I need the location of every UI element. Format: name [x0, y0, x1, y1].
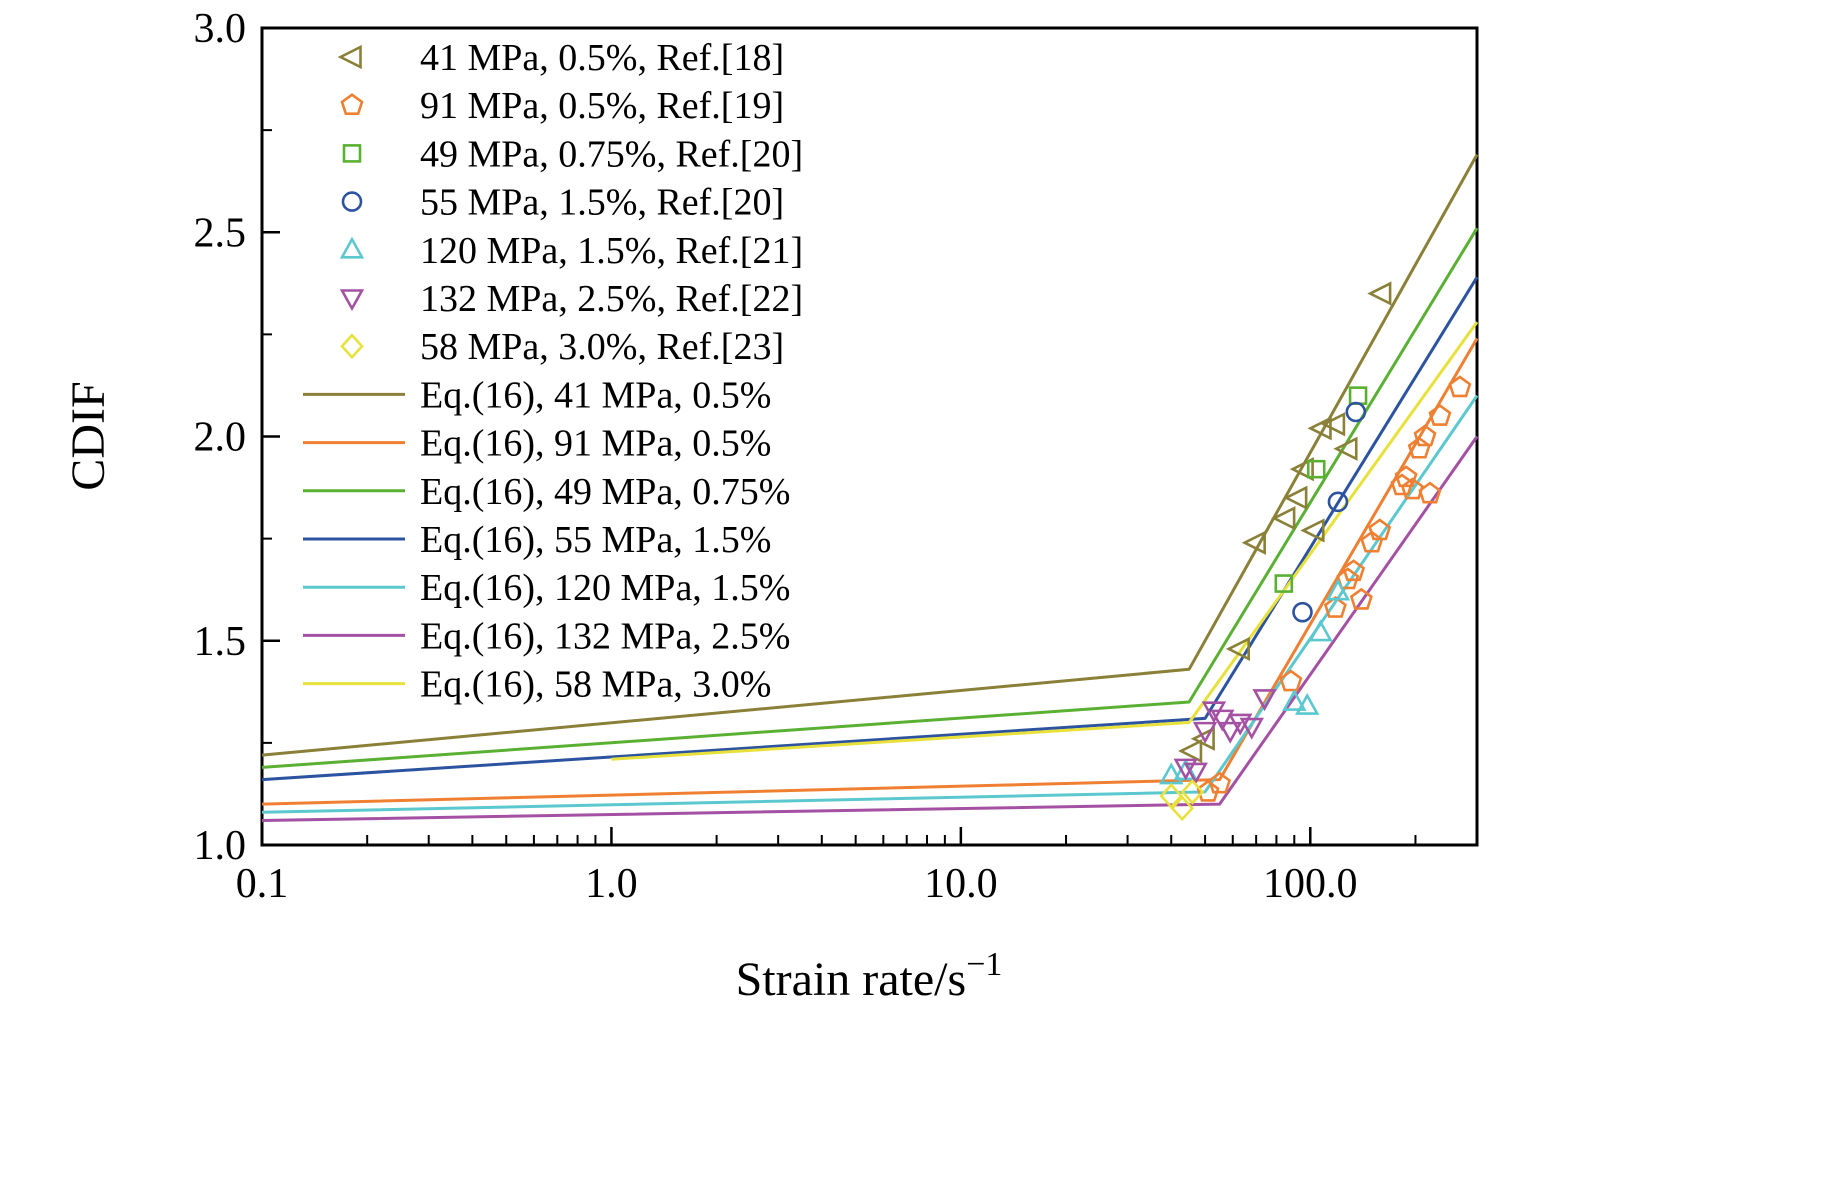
marker-pentagon — [1394, 465, 1418, 488]
legend-label-120-mpa-1-5-ref-21: 120 MPa, 1.5%, Ref.[21] — [420, 230, 803, 272]
marker-triangle-up — [1308, 619, 1333, 642]
line-eq-16-120-mpa-1-5 — [261, 394, 1479, 814]
x-axis-title-sup: −1 — [966, 946, 1002, 983]
legend-label-eq-16-55-mpa-1-5: Eq.(16), 55 MPa, 1.5% — [420, 519, 771, 561]
x-axis: 0.1 1.0 10.0 100.0 — [236, 827, 1478, 907]
marker-diamond — [340, 333, 364, 360]
scatter-41-mpa-0-5-ref-18 — [1178, 281, 1392, 764]
marker-diamond — [1159, 783, 1183, 809]
marker-triangle-down — [1239, 717, 1264, 740]
y-tick-label: 3.0 — [194, 6, 247, 52]
marker-pentagon — [1336, 567, 1360, 590]
line-eq-16-91-mpa-0-5 — [261, 337, 1479, 806]
legend-label-58-mpa-3-0-ref-23: 58 MPa, 3.0%, Ref.[23] — [420, 326, 784, 368]
marker-circle — [341, 191, 363, 212]
marker-pentagon — [1418, 481, 1442, 504]
marker-pentagon — [1208, 771, 1232, 794]
x-tick-label: 100.0 — [1263, 861, 1358, 907]
legend-label-132-mpa-2-5-ref-22: 132 MPa, 2.5%, Ref.[22] — [420, 278, 803, 320]
marker-pentagon — [1368, 518, 1392, 541]
legend-label-eq-16-120-mpa-1-5: Eq.(16), 120 MPa, 1.5% — [420, 567, 790, 609]
legend-label-49-mpa-0-75-ref-20: 49 MPa, 0.75%, Ref.[20] — [420, 133, 803, 175]
marker-triangle-left — [1333, 436, 1358, 461]
y-tick-label: 2.5 — [194, 210, 247, 256]
marker-diamond — [1180, 778, 1205, 805]
marker-triangle-up — [1295, 692, 1320, 715]
marker-pentagon — [1342, 559, 1366, 582]
marker-pentagon — [1428, 403, 1452, 426]
marker-pentagon — [340, 93, 364, 115]
x-axis-title: Strain rate/s−1 — [736, 946, 1003, 1006]
marker-triangle-down — [1218, 721, 1243, 744]
scatter-58-mpa-3-0-ref-23 — [1159, 778, 1205, 822]
scatter-55-mpa-1-5-ref-20 — [1292, 401, 1367, 623]
line-eq-16-41-mpa-0-5 — [261, 153, 1479, 757]
marker-pentagon — [1448, 375, 1472, 398]
marker-circle — [1327, 491, 1349, 513]
marker-triangle-down — [1173, 758, 1198, 781]
marker-triangle-down — [1210, 709, 1235, 732]
marker-triangle-left — [1225, 636, 1250, 662]
legend-label-eq-16-91-mpa-0-5: Eq.(16), 91 MPa, 0.5% — [420, 423, 771, 465]
line-series-group — [261, 153, 1479, 822]
marker-triangle-left — [1367, 281, 1392, 306]
line-eq-16-58-mpa-3-0 — [611, 321, 1479, 761]
y-tick-label: 1.0 — [194, 823, 247, 869]
legend-label-eq-16-41-mpa-0-5: Eq.(16), 41 MPa, 0.5% — [420, 374, 771, 416]
marker-triangle-left — [1241, 530, 1266, 555]
marker-triangle-left — [1271, 506, 1296, 531]
marker-pentagon — [1349, 587, 1373, 610]
line-eq-16-49-mpa-0-75 — [261, 227, 1479, 769]
marker-square — [1306, 459, 1326, 479]
marker-circle — [1345, 401, 1367, 423]
marker-triangle-left — [1283, 485, 1308, 510]
marker-triangle-up — [339, 236, 365, 259]
legend-label-91-mpa-0-5-ref-19: 91 MPa, 0.5%, Ref.[19] — [420, 85, 784, 127]
marker-square — [1348, 386, 1368, 405]
marker-triangle-down — [1252, 689, 1277, 712]
marker-triangle-left — [1178, 738, 1203, 764]
marker-triangle-up — [1325, 578, 1351, 601]
marker-triangle-down — [1183, 762, 1208, 785]
scatter-91-mpa-0-5-ref-19 — [1196, 375, 1472, 802]
line-eq-16-132-mpa-2-5 — [261, 435, 1479, 822]
marker-circle — [1292, 601, 1313, 623]
legend: 41 MPa, 0.5%, Ref.[18] 91 MPa, 0.5%, Ref.… — [303, 37, 803, 706]
marker-triangle-up — [1282, 688, 1307, 711]
x-axis-title-base: Strain rate/s — [736, 953, 967, 1006]
marker-pentagon — [1279, 669, 1303, 692]
y-tick-label: 2.0 — [194, 415, 247, 461]
legend-label-55-mpa-1-5-ref-20: 55 MPa, 1.5%, Ref.[20] — [420, 182, 784, 224]
marker-square — [342, 144, 362, 163]
y-tick-label: 1.5 — [194, 619, 247, 665]
marker-pentagon — [1323, 595, 1347, 618]
plot-root: 0.1 1.0 10.0 100.01.01.52.02.53.041 MPa, 0.… — [194, 6, 1479, 907]
marker-triangle-left — [337, 44, 362, 70]
y-axis-title: CDIF — [62, 381, 115, 490]
marker-square — [1274, 574, 1294, 593]
marker-triangle-down — [339, 289, 365, 312]
x-tick-label: 10.0 — [924, 861, 998, 907]
marker-triangle-left — [1300, 518, 1325, 543]
marker-pentagon — [1413, 424, 1437, 447]
legend-label-eq-16-132-mpa-2-5: Eq.(16), 132 MPa, 2.5% — [420, 615, 790, 657]
legend-label-eq-16-58-mpa-3-0: Eq.(16), 58 MPa, 3.0% — [420, 664, 771, 706]
x-tick-label: 1.0 — [585, 861, 638, 907]
scatter-132-mpa-2-5-ref-22 — [1173, 689, 1277, 785]
line-eq-16-55-mpa-1-5 — [261, 276, 1479, 782]
marker-triangle-left — [1320, 412, 1346, 437]
marker-triangle-left — [1289, 457, 1314, 482]
marker-triangle-down — [1192, 721, 1218, 744]
legend-label-eq-16-49-mpa-0-75: Eq.(16), 49 MPa, 0.75% — [420, 471, 790, 513]
x-tick-label: 0.1 — [236, 861, 289, 907]
marker-triangle-left — [1190, 726, 1215, 751]
marker-pentagon — [1400, 477, 1424, 500]
legend-label-41-mpa-0-5-ref-18: 41 MPa, 0.5%, Ref.[18] — [420, 37, 784, 79]
marker-diamond — [1170, 795, 1194, 822]
y-axis: 1.0 1.5 2.0 2.5 3.0 — [194, 6, 280, 869]
